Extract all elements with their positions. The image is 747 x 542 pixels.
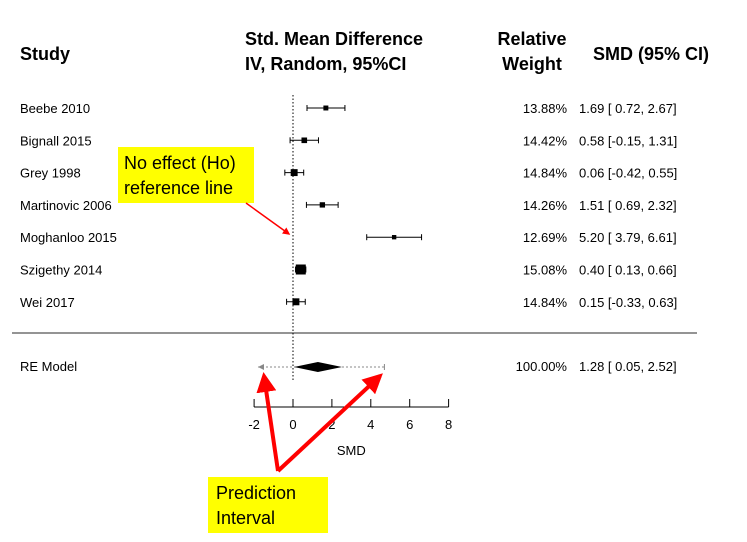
ci-value: 0.58 [-0.15, 1.31]: [579, 133, 677, 148]
x-tick-label: 4: [367, 417, 374, 432]
weight-value: 15.08%: [523, 263, 568, 278]
x-tick-label: 8: [445, 417, 452, 432]
effect-square: [319, 202, 326, 208]
callout-no-effect: No effect (Ho) reference line: [118, 147, 254, 203]
effect-square: [323, 105, 329, 111]
prediction-interval-end-left: [257, 364, 264, 370]
callout-no-effect-box: [118, 147, 254, 203]
study-label: Moghanloo 2015: [20, 230, 117, 245]
ci-value: 1.69 [ 0.72, 2.67]: [579, 101, 677, 116]
study-row: Wei 2017 14.84% 0.15 [-0.33, 0.63]: [20, 295, 677, 310]
effect-square: [290, 169, 298, 177]
callout-prediction-line2: Interval: [216, 508, 275, 528]
x-axis-label: SMD: [337, 443, 366, 458]
callout-prediction-interval: Prediction Interval: [208, 477, 328, 533]
ci-value: 0.15 [-0.33, 0.63]: [579, 295, 677, 310]
callout-prediction-line1: Prediction: [216, 483, 296, 503]
study-row: Martinovic 2006 14.26% 1.51 [ 0.69, 2.32]: [20, 198, 677, 213]
study-row: Moghanloo 2015 12.69% 5.20 [ 3.79, 6.61]: [20, 230, 677, 245]
study-row: Grey 1998 14.84% 0.06 [-0.42, 0.55]: [20, 166, 677, 181]
header-weight-line2: Weight: [502, 54, 562, 74]
prediction-arrow-left: [256, 372, 280, 472]
weight-value: 12.69%: [523, 230, 568, 245]
ci-value: 5.20 [ 3.79, 6.61]: [579, 230, 677, 245]
ci-value: 0.06 [-0.42, 0.55]: [579, 166, 677, 181]
summary-label: RE Model: [20, 359, 77, 374]
effect-square: [292, 298, 300, 306]
prediction-arrow-right: [276, 373, 383, 473]
weight-value: 14.84%: [523, 166, 568, 181]
callout-no-effect-line1: No effect (Ho): [124, 153, 236, 173]
weight-value: 14.84%: [523, 295, 568, 310]
study-label: Wei 2017: [20, 295, 75, 310]
header-effect-line2: IV, Random, 95%CI: [245, 54, 406, 74]
x-tick-label: 0: [289, 417, 296, 432]
summary-weight: 100.00%: [516, 359, 568, 374]
effect-square: [391, 235, 397, 240]
study-label: Bignall 2015: [20, 133, 92, 148]
weight-value: 13.88%: [523, 101, 568, 116]
study-label: Beebe 2010: [20, 101, 90, 116]
header-ci: SMD (95% CI): [593, 44, 709, 64]
ci-value: 1.51 [ 0.69, 2.32]: [579, 198, 677, 213]
x-tick-label: 2: [328, 417, 335, 432]
effect-square: [301, 137, 308, 144]
header-study: Study: [20, 44, 70, 64]
callout-prediction-box: [208, 477, 328, 533]
study-label: Szigethy 2014: [20, 263, 102, 278]
summary-diamond: [293, 362, 343, 372]
effect-square: [295, 264, 306, 275]
weight-value: 14.26%: [523, 198, 568, 213]
summary-ci: 1.28 [ 0.05, 2.52]: [579, 359, 677, 374]
header-effect-line1: Std. Mean Difference: [245, 29, 423, 49]
weight-value: 14.42%: [523, 133, 568, 148]
x-tick-label: 6: [406, 417, 413, 432]
study-row: Beebe 2010 13.88% 1.69 [ 0.72, 2.67]: [20, 101, 677, 116]
header-weight-line1: Relative: [497, 29, 566, 49]
x-tick-label: -2: [248, 417, 260, 432]
study-row: Szigethy 2014 15.08% 0.40 [ 0.13, 0.66]: [20, 263, 677, 278]
no-effect-arrow: [245, 202, 291, 235]
study-label: Martinovic 2006: [20, 198, 112, 213]
callout-no-effect-line2: reference line: [124, 178, 233, 198]
study-label: Grey 1998: [20, 166, 81, 181]
study-row: Bignall 2015 14.42% 0.58 [-0.15, 1.31]: [20, 133, 677, 148]
ci-value: 0.40 [ 0.13, 0.66]: [579, 263, 677, 278]
